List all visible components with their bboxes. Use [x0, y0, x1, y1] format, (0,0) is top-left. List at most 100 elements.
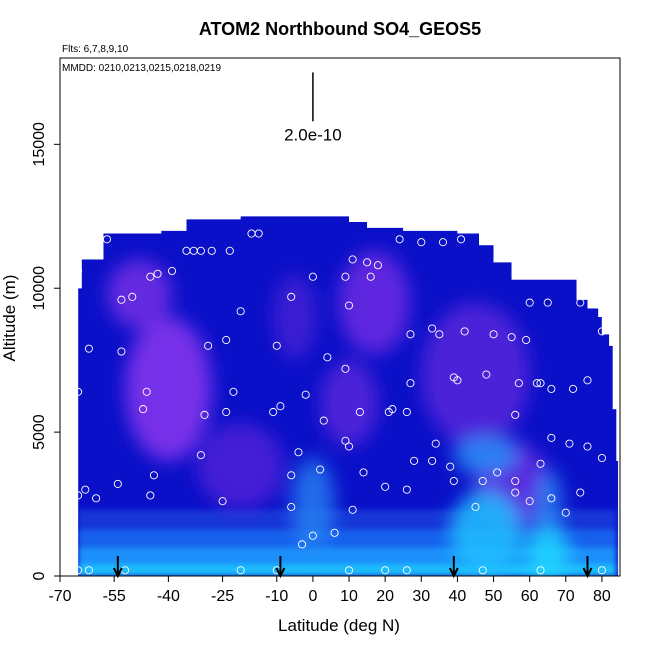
data-point — [139, 405, 148, 414]
blob-7 — [273, 273, 317, 361]
data-point — [229, 387, 238, 396]
data-point — [128, 292, 137, 301]
data-point — [525, 298, 534, 307]
data-point — [568, 384, 578, 393]
flights-note: Flts: 6,7,8,9,10 — [62, 44, 129, 55]
data-point — [525, 497, 534, 506]
data-point — [330, 528, 339, 537]
data-point — [218, 497, 227, 506]
data-point — [74, 266, 83, 276]
data-point — [456, 235, 466, 244]
scale-label: 2.0e-10 — [284, 125, 342, 144]
x-axis-label: Latitude (deg N) — [278, 616, 400, 635]
y-axis-label: Altitude (m) — [0, 275, 19, 362]
data-point — [489, 330, 498, 339]
data-point — [381, 482, 390, 491]
data-point — [200, 410, 209, 419]
blob-4 — [421, 302, 530, 447]
data-point — [222, 407, 231, 417]
dates-note: MMDD: 0210,0213,0215,0218,0219 — [62, 63, 221, 74]
data-point — [514, 379, 523, 388]
data-point — [153, 269, 162, 278]
data-point — [74, 491, 83, 500]
data-point — [117, 347, 126, 356]
data-point — [583, 442, 592, 451]
data-point — [81, 485, 90, 494]
x-axis: -70 -55 -40 -25 -10 0 10 20 30 40 50 60 70 80 — [48, 576, 611, 605]
x-tick-label: -25 — [211, 588, 234, 605]
data-point — [344, 566, 354, 575]
data-point — [547, 433, 556, 442]
data-point — [543, 298, 552, 307]
x-tick-label: 20 — [376, 588, 394, 605]
data-point — [363, 258, 372, 267]
data-point — [92, 494, 101, 503]
data-point — [294, 448, 303, 457]
data-point — [146, 272, 155, 281]
data-point — [236, 566, 245, 575]
data-point — [402, 407, 411, 417]
data-point — [196, 451, 205, 460]
data-point — [511, 476, 520, 486]
x-tick-label: 10 — [340, 588, 358, 605]
blob-2 — [338, 250, 411, 355]
data-point — [547, 494, 556, 503]
x-tick-label: 60 — [521, 588, 539, 605]
y-tick-label: 10000 — [31, 266, 48, 311]
data-point — [276, 402, 285, 411]
data-point — [348, 505, 357, 514]
x-tick-label: -55 — [103, 588, 126, 605]
data-point — [547, 384, 556, 393]
data-point — [384, 407, 393, 417]
data-point — [287, 502, 296, 511]
data-point — [236, 307, 245, 316]
data-point — [316, 465, 325, 474]
data-point — [348, 255, 357, 264]
data-point — [84, 344, 93, 353]
x-tick-label: -10 — [265, 588, 288, 605]
data-point — [287, 471, 296, 480]
data-point — [66, 281, 75, 290]
data-point — [522, 335, 531, 345]
blob-1 — [106, 259, 172, 329]
data-point — [84, 566, 93, 575]
x-tick-label: -40 — [157, 588, 180, 605]
data-point — [272, 341, 281, 350]
blob-layer — [106, 250, 570, 576]
points-layer — [66, 229, 606, 575]
curtain — [78, 216, 619, 576]
data-point — [435, 330, 444, 339]
chart-title: ATOM2 Northbound SO4_GEOS5 — [199, 19, 481, 39]
data-point — [269, 407, 278, 417]
data-point — [446, 462, 455, 471]
blob-8 — [453, 434, 519, 476]
x-tick-label: -70 — [48, 588, 71, 605]
data-point — [74, 566, 83, 575]
data-point — [597, 566, 606, 575]
data-point — [301, 390, 310, 399]
data-point — [438, 238, 448, 247]
data-point — [478, 476, 487, 486]
data-point — [196, 246, 205, 255]
x-tick-label: 30 — [412, 588, 430, 605]
data-point — [74, 387, 83, 396]
data-point — [583, 376, 592, 385]
x-tick-label: 80 — [593, 588, 611, 605]
data-point — [410, 456, 419, 465]
data-point — [453, 376, 462, 385]
data-point — [254, 229, 263, 238]
plot-frame — [59, 57, 621, 577]
blob-9 — [533, 469, 563, 539]
data-point — [536, 459, 545, 468]
data-point — [308, 272, 317, 281]
data-point — [308, 531, 317, 540]
data-point — [507, 333, 516, 342]
x-tick-label: 40 — [449, 588, 467, 605]
data-point — [359, 468, 368, 477]
data-point — [406, 379, 415, 388]
x-tick-label: 70 — [557, 588, 575, 605]
data-point — [287, 292, 296, 301]
data-point — [597, 327, 606, 336]
data-point — [207, 246, 216, 255]
